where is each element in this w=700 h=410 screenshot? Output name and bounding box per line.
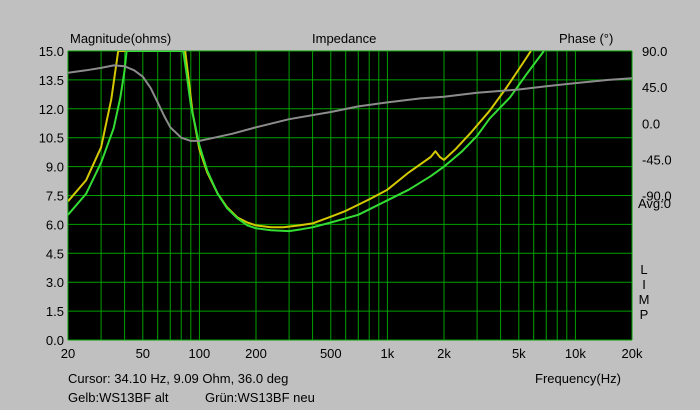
x-axis-label: Frequency(Hz) [535,371,621,386]
tick-labels: 20 50 100 200 500 1k 2k 5k 10k 20k 0.0 1.5 3.0 4.5 6.0… [39,44,672,361]
y-tick-label: 15.0 [39,44,64,59]
x-tick-label: 5k [512,346,526,361]
legend-yellow: Gelb:WS13BF alt [68,390,169,405]
y-tick-label: 3.0 [46,275,64,290]
y-tick-label: 6.0 [46,217,64,232]
y-tick-label: 7.5 [46,189,64,204]
y-right-tick-label: -90.0 [642,189,672,204]
y-right-tick-label: 90.0 [642,44,667,59]
y-tick-label: 10.5 [39,131,64,146]
series [68,51,632,233]
y-tick-label: 13.5 [39,73,64,88]
y-right-tick-label: -45.0 [642,152,672,167]
x-tick-label: 2k [437,346,451,361]
y-tick-label: 9.0 [46,160,64,175]
lim-letter: M [638,292,650,307]
x-tick-label: 200 [245,346,267,361]
avg-readout: Avg:0 [638,196,672,211]
x-tick-label: 20k [622,346,643,361]
y-tick-label: 1.5 [46,304,64,319]
y-axis-left-label: Magnitude(ohms) [70,31,172,46]
lim-letter: L [640,262,648,277]
grid [67,50,633,341]
y-tick-label: 12.0 [39,102,64,117]
series-line-ws13bf-alt [68,51,532,229]
x-tick-label: 500 [320,346,342,361]
legend-green: Grün:WS13BF neu [205,390,315,405]
y-tick-label: 4.5 [46,246,64,261]
cursor-readout: Cursor: 34.10 Hz, 9.09 Ohm, 36.0 deg [68,371,289,386]
y-right-tick-label: 0.0 [642,116,660,131]
x-tick-label: 50 [136,346,150,361]
y-right-tick-label: 45.0 [642,80,667,95]
series-line-phase [68,64,632,142]
y-axis-right-label: Phase (°) [559,31,614,46]
lim-letter: I [642,277,646,292]
y-tick-label: 0.0 [46,333,64,348]
series-line-ws13bf-neu [68,51,545,233]
x-tick-label: 100 [189,346,211,361]
chart-title: Impedance [312,31,377,46]
x-tick-label: 10k [565,346,586,361]
x-tick-label: 1k [381,346,395,361]
lim-letter: P [639,307,649,322]
x-tick-label: 20 [61,346,75,361]
lim-indicator: L I M P [638,262,650,322]
